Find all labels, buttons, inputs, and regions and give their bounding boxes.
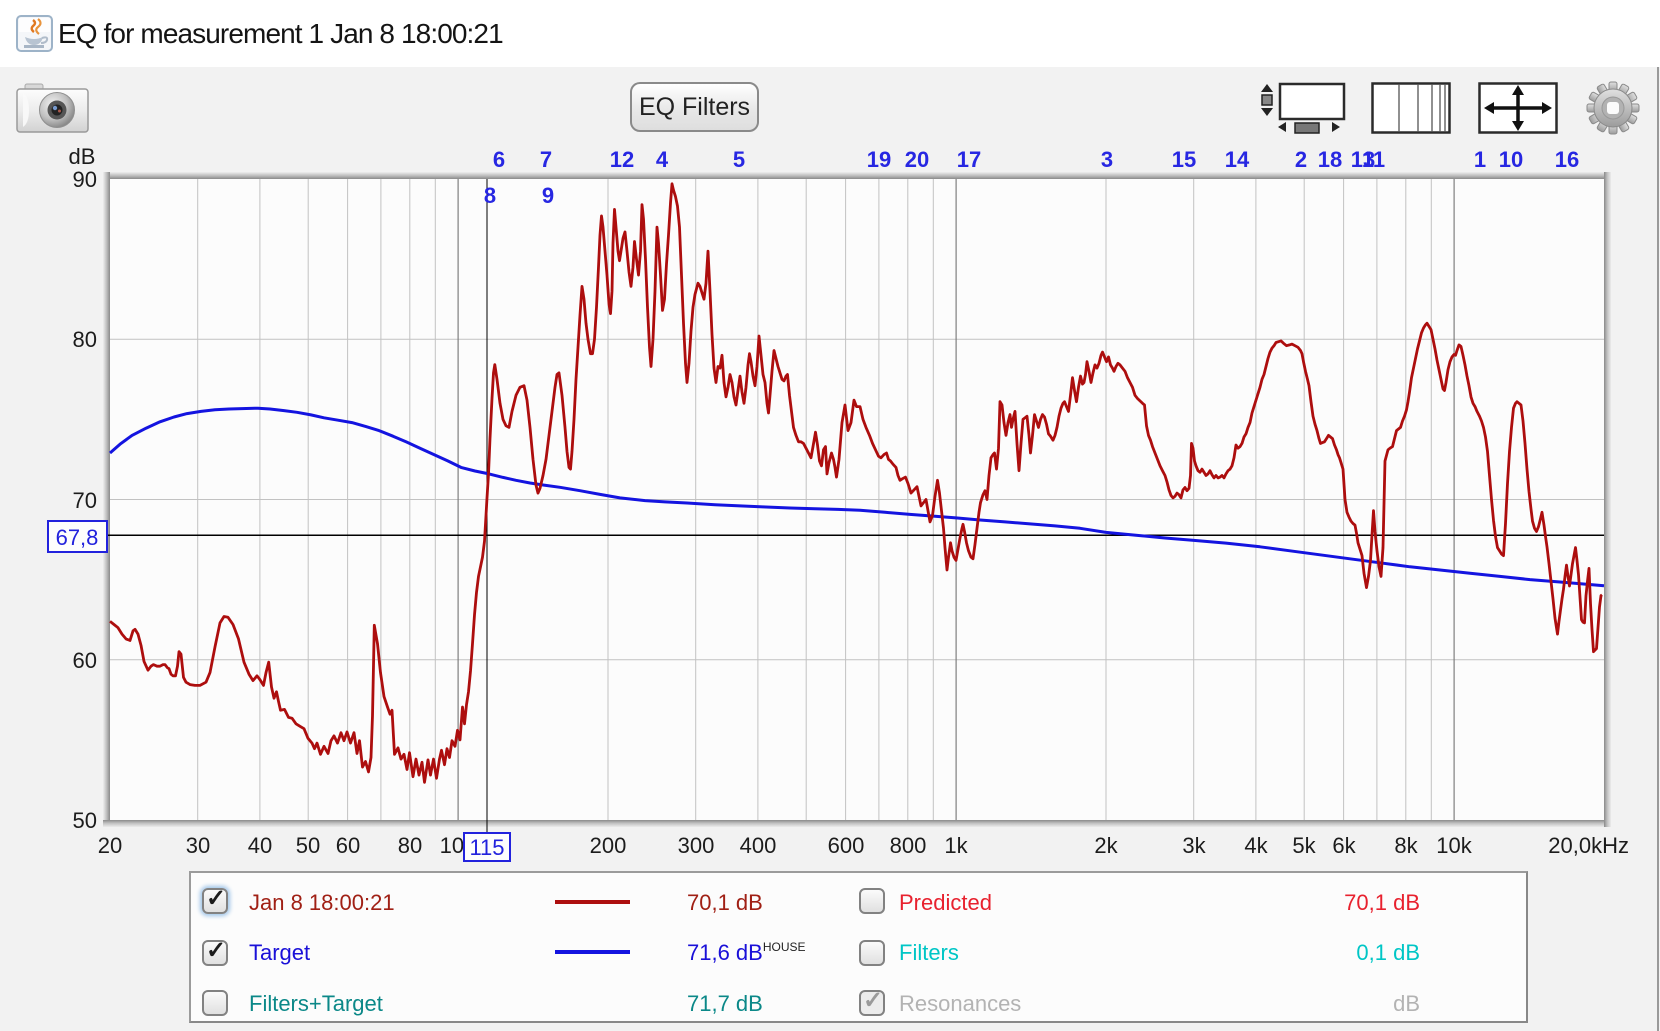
svg-text:15: 15 <box>1172 147 1196 172</box>
svg-text:10k: 10k <box>1436 833 1472 858</box>
svg-text:50: 50 <box>73 808 97 833</box>
svg-text:20,0kHz: 20,0kHz <box>1548 833 1629 858</box>
svg-text:13: 13 <box>1351 147 1375 172</box>
svg-text:115: 115 <box>469 835 504 860</box>
svg-text:1k: 1k <box>944 833 968 858</box>
svg-text:50: 50 <box>296 833 320 858</box>
svg-text:dB: dB <box>69 144 96 169</box>
svg-text:6: 6 <box>493 147 505 172</box>
svg-text:80: 80 <box>73 327 97 352</box>
svg-text:4: 4 <box>656 147 669 172</box>
svg-text:5: 5 <box>733 147 745 172</box>
svg-text:800: 800 <box>890 833 927 858</box>
svg-text:60: 60 <box>336 833 360 858</box>
svg-text:8: 8 <box>484 183 496 208</box>
svg-text:300: 300 <box>678 833 715 858</box>
svg-text:19: 19 <box>867 147 891 172</box>
svg-text:600: 600 <box>828 833 865 858</box>
svg-text:8k: 8k <box>1394 833 1418 858</box>
svg-text:67,8: 67,8 <box>56 525 99 550</box>
svg-text:7: 7 <box>540 147 552 172</box>
svg-text:60: 60 <box>73 648 97 673</box>
svg-text:20: 20 <box>905 147 929 172</box>
svg-text:17: 17 <box>957 147 981 172</box>
svg-text:11: 11 <box>1362 147 1385 172</box>
svg-text:400: 400 <box>740 833 777 858</box>
svg-text:18: 18 <box>1318 147 1342 172</box>
svg-text:3k: 3k <box>1182 833 1206 858</box>
svg-text:4k: 4k <box>1244 833 1268 858</box>
svg-text:80: 80 <box>398 833 422 858</box>
svg-text:90: 90 <box>73 167 97 192</box>
svg-text:14: 14 <box>1225 147 1250 172</box>
svg-text:1: 1 <box>1474 147 1486 172</box>
svg-text:6k: 6k <box>1332 833 1356 858</box>
svg-text:2k: 2k <box>1094 833 1118 858</box>
svg-text:2: 2 <box>1295 147 1307 172</box>
svg-text:16: 16 <box>1555 147 1579 172</box>
svg-text:30: 30 <box>186 833 210 858</box>
svg-text:12: 12 <box>610 147 634 172</box>
svg-text:40: 40 <box>248 833 272 858</box>
svg-text:10: 10 <box>1499 147 1523 172</box>
svg-text:3: 3 <box>1101 147 1113 172</box>
svg-text:200: 200 <box>590 833 627 858</box>
svg-text:70: 70 <box>73 488 97 513</box>
svg-text:9: 9 <box>542 183 554 208</box>
svg-text:5k: 5k <box>1292 833 1316 858</box>
svg-text:20: 20 <box>98 833 122 858</box>
